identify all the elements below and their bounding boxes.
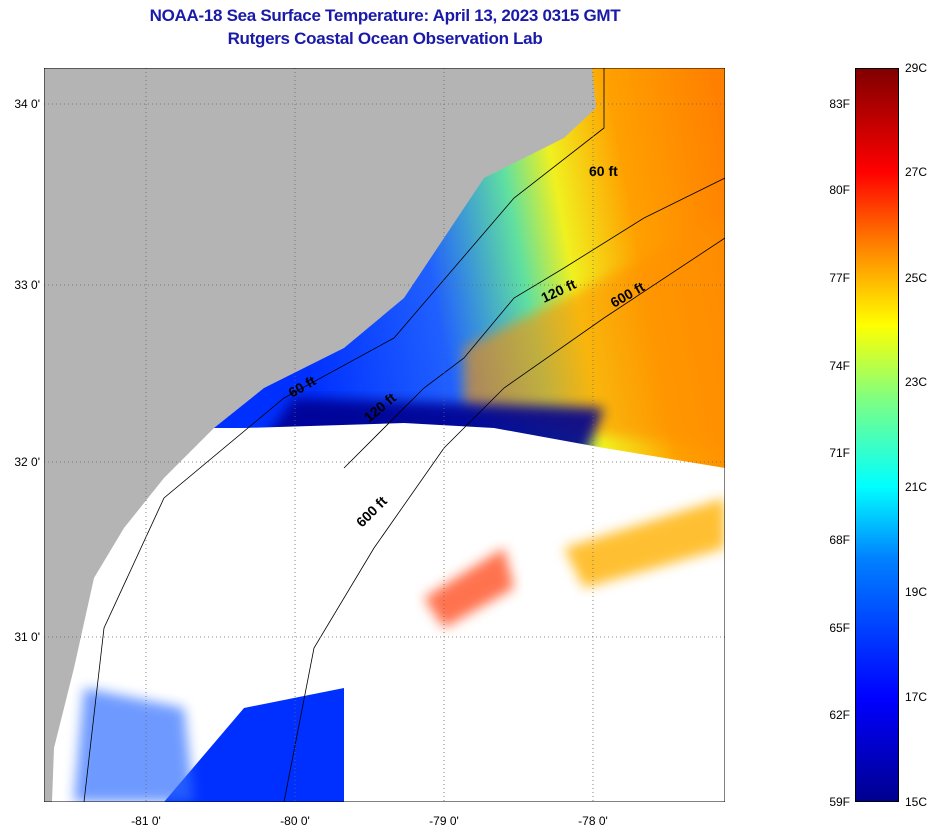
land [44, 68, 596, 802]
contour-label: 60 ft [589, 163, 618, 179]
lat-label: 33 0' [14, 278, 40, 292]
colorbar-f-label: 62F [829, 708, 850, 722]
colorbar-c-label: 25C [905, 271, 928, 285]
colorbar-f-label: 74F [829, 359, 850, 373]
lat-label: 32 0' [14, 455, 40, 469]
colorbar-f-label: 80F [829, 183, 850, 197]
colorbar-f-label: 59F [829, 795, 850, 809]
lon-label: -78 0' [578, 814, 608, 828]
lon-label: -79 0' [429, 814, 459, 828]
chart-title: NOAA-18 Sea Surface Temperature: April 1… [149, 6, 621, 25]
colorbar-c-label: 27C [905, 165, 928, 179]
colorbar-c-label: 23C [905, 375, 928, 389]
sst-map: 60 ft 120 ft 600 ft 60 ft 120 ft 600 ft [44, 68, 725, 802]
colorbar-f-label: 77F [829, 271, 850, 285]
colorbar-c-label: 29C [905, 61, 928, 75]
chart-subtitle: Rutgers Coastal Ocean Observation Lab [227, 29, 543, 48]
colorbar [855, 68, 899, 802]
colorbar-c-label: 21C [905, 480, 928, 494]
colorbar-c-label: 15C [905, 795, 928, 809]
colorbar-f-label: 71F [829, 446, 850, 460]
contour-60ft [83, 68, 605, 802]
contour-120ft [343, 177, 725, 469]
colorbar-c-label: 17C [905, 690, 928, 704]
colorbar-c-label: 19C [905, 585, 928, 599]
colorbar-f-label: 83F [829, 97, 850, 111]
lon-label: -81 0' [131, 814, 161, 828]
colorbar-f-label: 65F [829, 621, 850, 635]
colorbar-f-label: 68F [829, 533, 850, 547]
lat-label: 31 0' [14, 630, 40, 644]
lat-label: 34 0' [14, 97, 40, 111]
lon-label: -80 0' [280, 814, 310, 828]
